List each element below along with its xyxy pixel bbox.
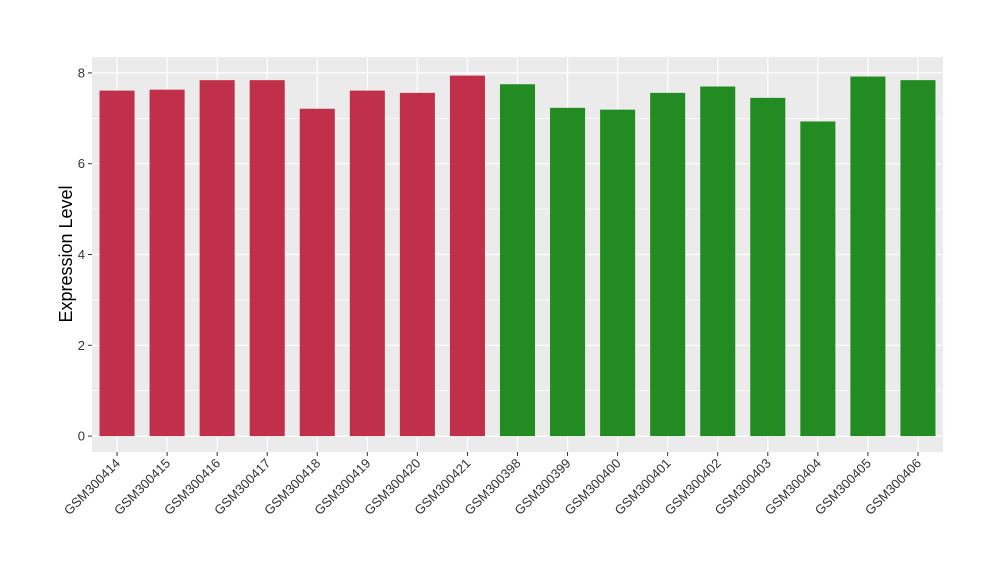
bar — [499, 84, 536, 437]
bar — [399, 92, 435, 437]
bar — [650, 92, 686, 437]
y-tick-label: 4 — [78, 247, 85, 262]
bar — [750, 97, 786, 437]
bar — [199, 80, 235, 437]
y-axis: 0 2 4 6 8 — [78, 65, 92, 444]
bar — [550, 107, 586, 437]
bar — [900, 80, 936, 437]
y-tick-label: 8 — [78, 65, 85, 80]
bar — [700, 86, 736, 437]
bar — [349, 90, 385, 437]
bar — [249, 80, 285, 437]
y-axis-title: Expression Level — [56, 185, 76, 322]
bars — [99, 75, 936, 437]
bar — [99, 90, 135, 437]
y-tick-label: 2 — [78, 338, 85, 353]
bar — [299, 108, 335, 437]
x-axis: GSM300414GSM300415GSM300416GSM300417GSM3… — [61, 452, 924, 518]
bar — [600, 109, 636, 437]
y-tick-label: 6 — [78, 156, 85, 171]
bar — [800, 121, 836, 437]
bar — [850, 76, 886, 437]
bar — [149, 89, 185, 437]
y-tick-label: 0 — [78, 429, 85, 444]
bar — [449, 75, 485, 437]
